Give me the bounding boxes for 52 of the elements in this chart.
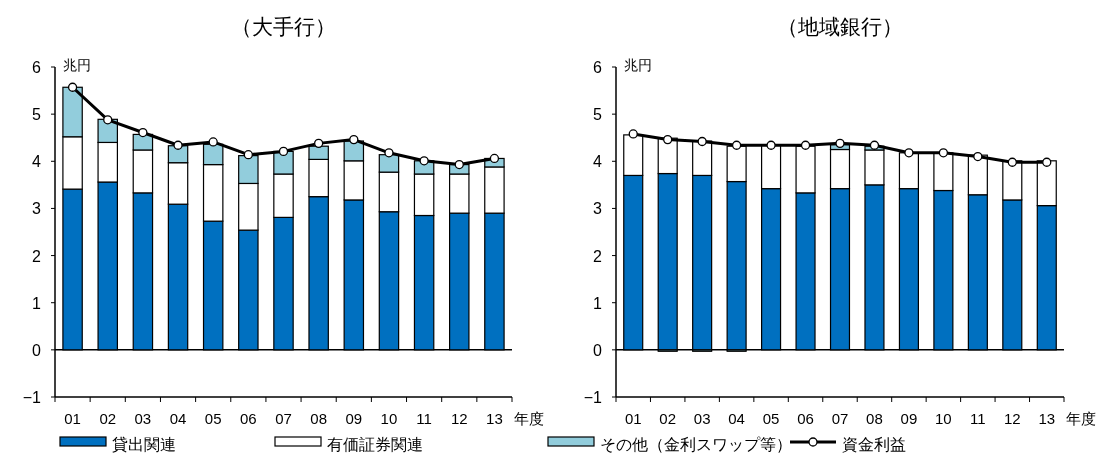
x-tick-label: 04 <box>728 410 745 427</box>
chart-title: （大手行） <box>231 15 336 38</box>
y-tick-label: 5 <box>32 106 42 124</box>
x-tick-label: 11 <box>970 410 986 427</box>
x-tick-label: 12 <box>450 410 468 427</box>
y-tick-label: 4 <box>593 153 603 171</box>
x-tick-label: 02 <box>659 410 677 427</box>
y-tick-label: 3 <box>32 200 42 218</box>
y-tick-label: 6 <box>32 59 42 76</box>
x-tick-label: 08 <box>866 410 883 427</box>
x-tick-label: 03 <box>693 410 711 427</box>
x-tick-label: 10 <box>380 410 398 427</box>
x-tick-label: 05 <box>762 410 780 427</box>
legend-label: 貸出関連 <box>112 436 176 453</box>
x-tick-label: 06 <box>797 410 814 427</box>
y-tick-label: 2 <box>32 247 42 265</box>
chart-title: （地域銀行） <box>777 15 903 38</box>
legend-label: その他（金利スワップ等） <box>600 436 792 453</box>
y-tick-label: 0 <box>32 341 42 359</box>
x-tick-label: 03 <box>134 410 152 427</box>
x-tick-label: 09 <box>900 410 918 427</box>
x-tick-label: 08 <box>310 410 327 427</box>
x-tick-label: 12 <box>1003 410 1021 427</box>
y-tick-label: 1 <box>32 294 42 312</box>
x-tick-label: 02 <box>99 410 117 427</box>
x-tick-label: 07 <box>831 410 849 427</box>
x-tick-label: 06 <box>240 410 257 427</box>
y-tick-label: 5 <box>593 106 603 124</box>
x-tick-label: 01 <box>64 410 81 427</box>
y-tick-label: 2 <box>593 247 603 265</box>
x-tick-label: 07 <box>275 410 292 427</box>
y-tick-label: −1 <box>583 389 603 406</box>
x-tick-label: 13 <box>486 410 503 427</box>
legend-label: 資金利益 <box>842 436 906 453</box>
y-tick-label: 4 <box>32 153 42 171</box>
y-tick-label: 1 <box>593 294 603 312</box>
x-tick-label: 11 <box>416 410 432 427</box>
y-tick-label: 6 <box>593 59 603 76</box>
x-tick-label: 01 <box>624 410 642 427</box>
x-tick-label: 04 <box>169 410 187 427</box>
y-tick-label: 0 <box>593 341 603 359</box>
legend-label: 有価証券関連 <box>327 436 423 453</box>
y-tick-label: −1 <box>22 389 42 406</box>
x-tick-label: 09 <box>345 410 363 427</box>
x-tick-label: 05 <box>204 410 222 427</box>
y-axis-title: 兆円 <box>624 57 652 73</box>
x-tick-label: 13 <box>1038 410 1056 427</box>
x-axis-title: 年度 <box>1066 410 1096 427</box>
x-tick-label: 10 <box>935 410 952 427</box>
x-axis-title: 年度 <box>514 410 544 427</box>
y-axis-title: 兆円 <box>63 57 91 73</box>
y-tick-label: 3 <box>593 200 603 218</box>
